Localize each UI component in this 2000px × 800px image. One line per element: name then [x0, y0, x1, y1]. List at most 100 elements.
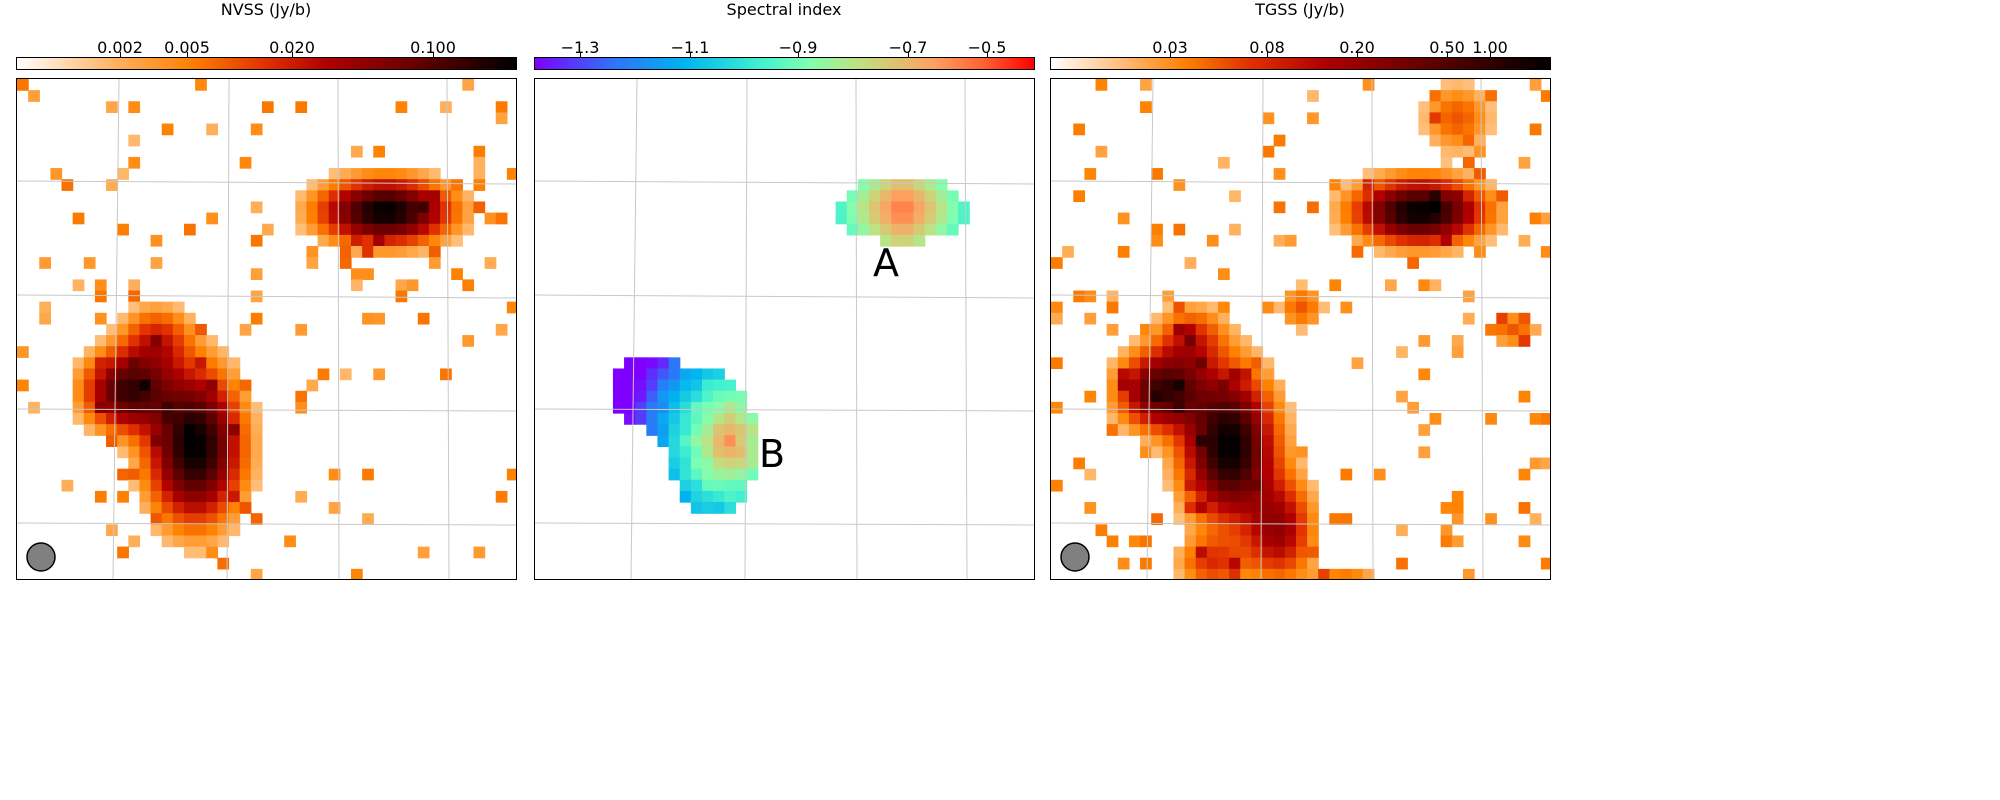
map-pixel — [1496, 312, 1509, 325]
map-pixel — [690, 379, 703, 392]
colorbar-tick-mark — [798, 52, 799, 57]
map-pixel — [1240, 524, 1252, 537]
map-pixel — [1262, 112, 1275, 125]
map-pixel — [172, 424, 185, 436]
map-pixel — [339, 257, 352, 269]
coordinate-grid-line — [855, 79, 858, 579]
map-pixel — [339, 212, 352, 225]
map-pixel — [1240, 468, 1252, 481]
map-pixel — [295, 101, 308, 113]
map-pixel — [1496, 190, 1509, 203]
colorbar-tick-mark — [1267, 52, 1268, 57]
map-pixel — [1485, 112, 1497, 125]
map-pixel — [1195, 390, 1208, 403]
map-pixel — [328, 179, 341, 191]
map-pixel — [624, 357, 636, 370]
map-pixel — [72, 279, 85, 292]
map-pixel — [440, 234, 452, 247]
map-pixel — [1396, 168, 1408, 180]
map-pixel — [1451, 335, 1464, 347]
map-pixel — [172, 335, 185, 347]
map-pixel — [1173, 502, 1186, 514]
map-pixel — [128, 468, 141, 481]
map-pixel — [935, 212, 948, 225]
map-pixel — [668, 446, 681, 459]
map-pixel — [217, 535, 230, 548]
map-pixel — [1329, 568, 1342, 579]
map-pixel — [228, 357, 241, 370]
map-pixel — [406, 234, 419, 247]
map-pixel — [373, 368, 385, 381]
map-pixel — [1474, 223, 1486, 236]
map-pixel — [857, 223, 870, 236]
map-pixel — [506, 301, 516, 314]
map-pixel — [1184, 502, 1197, 514]
colorbar-tick-mark — [120, 52, 121, 57]
map-pixel — [39, 312, 51, 325]
map-pixel — [1051, 401, 1063, 414]
map-pixel — [1218, 513, 1230, 525]
map-pixel — [206, 446, 218, 459]
map-pixel — [206, 490, 218, 503]
map-pixel — [384, 246, 397, 258]
map-pixel — [1295, 568, 1308, 579]
map-pixel — [250, 513, 263, 525]
map-pixel — [150, 446, 163, 459]
map-pixel — [1295, 457, 1308, 470]
map-pixel — [1128, 357, 1141, 370]
map-pixel — [1295, 279, 1308, 292]
map-pixel — [1284, 490, 1297, 503]
colorbar-tick-label: 0.100 — [410, 38, 456, 57]
map-pixel — [1173, 479, 1186, 492]
map-pixel — [1440, 234, 1453, 247]
coordinate-grid-line — [1480, 79, 1484, 579]
map-pixel — [39, 257, 51, 269]
map-pixel — [1273, 390, 1286, 403]
map-pixel — [624, 368, 636, 381]
map-pixel — [1218, 357, 1230, 370]
map-pixel — [1206, 323, 1219, 336]
map-pixel — [1262, 424, 1275, 436]
map-pixel — [746, 468, 759, 481]
map-pixel — [1151, 335, 1163, 347]
map-pixel — [1240, 568, 1252, 579]
colorbar-tick-mark — [292, 52, 293, 57]
map-pixel — [228, 401, 241, 414]
map-pixel — [1429, 168, 1442, 180]
map-pixel — [958, 212, 970, 225]
map-pixel — [1162, 468, 1175, 481]
map-pixel — [1173, 457, 1186, 470]
map-pixel — [239, 424, 252, 436]
map-pixel — [1140, 535, 1152, 548]
map-pixel — [462, 190, 475, 203]
map-pixel — [869, 201, 881, 214]
map-pixel — [117, 368, 129, 381]
map-pixel — [657, 413, 670, 425]
map-pixel — [1229, 323, 1241, 336]
map-pixel — [1206, 312, 1219, 325]
map-pixel — [39, 301, 51, 314]
map-pixel — [306, 201, 319, 214]
map-pixel — [128, 156, 141, 169]
map-pixel — [184, 223, 196, 236]
map-pixel — [195, 79, 207, 91]
map-pixel — [1151, 312, 1163, 325]
map-pixel — [83, 368, 96, 381]
nvss-colorbar — [16, 57, 517, 70]
map-pixel — [150, 357, 163, 370]
map-pixel — [624, 390, 636, 403]
map-pixel — [172, 502, 185, 514]
map-pixel — [1240, 457, 1252, 470]
map-pixel — [462, 212, 475, 225]
colorbar-tick-label: 0.08 — [1249, 38, 1285, 57]
map-pixel — [1385, 212, 1397, 225]
map-pixel — [150, 524, 163, 537]
map-pixel — [161, 424, 174, 436]
map-pixel — [657, 424, 670, 436]
map-pixel — [428, 223, 441, 236]
map-pixel — [128, 479, 141, 492]
map-pixel — [735, 490, 748, 503]
map-pixel — [1117, 346, 1130, 358]
map-pixel — [1362, 568, 1375, 579]
map-pixel — [1351, 223, 1364, 236]
